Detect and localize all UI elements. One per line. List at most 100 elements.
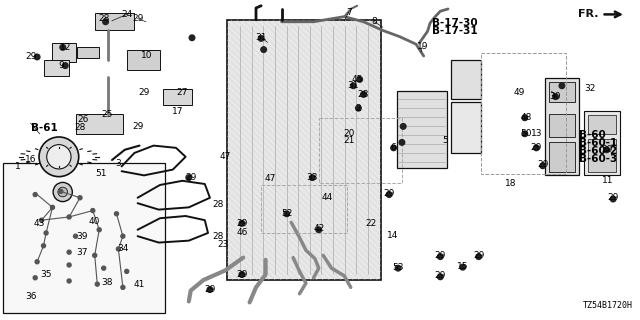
Circle shape [121, 234, 125, 238]
Circle shape [67, 250, 71, 254]
Text: 28: 28 [98, 14, 109, 23]
Text: 29: 29 [185, 173, 196, 182]
Text: 29: 29 [607, 193, 619, 202]
Text: 29: 29 [204, 285, 216, 294]
Bar [549, 82, 575, 102]
Circle shape [58, 187, 68, 197]
Text: 29: 29 [435, 251, 446, 260]
Circle shape [553, 94, 558, 100]
Circle shape [53, 182, 72, 202]
Circle shape [67, 279, 71, 283]
Text: 19: 19 [417, 42, 428, 51]
Text: 39: 39 [76, 232, 88, 241]
Circle shape [125, 269, 129, 273]
Text: 34: 34 [117, 244, 129, 253]
Text: 32: 32 [584, 84, 596, 93]
Circle shape [611, 196, 616, 202]
Circle shape [401, 124, 406, 129]
Text: TZ54B1720H: TZ54B1720H [582, 301, 632, 310]
Text: FR.: FR. [578, 9, 598, 20]
Text: 45: 45 [351, 75, 363, 84]
Text: 23: 23 [217, 240, 228, 249]
Text: 26: 26 [77, 116, 89, 124]
Bar [549, 114, 575, 137]
Text: 20: 20 [343, 129, 355, 138]
Text: 6: 6 [391, 143, 396, 152]
Text: 22: 22 [365, 219, 377, 228]
Text: 27: 27 [177, 88, 188, 97]
Text: 29: 29 [473, 251, 484, 260]
Circle shape [361, 92, 366, 97]
Circle shape [93, 253, 97, 257]
Text: B-60: B-60 [579, 130, 606, 140]
Circle shape [33, 193, 37, 196]
Circle shape [351, 83, 356, 89]
Circle shape [63, 63, 68, 68]
Text: 48: 48 [520, 113, 532, 122]
Text: 29: 29 [25, 52, 36, 61]
Circle shape [59, 189, 63, 193]
Text: 44: 44 [322, 193, 333, 202]
Circle shape [559, 83, 564, 89]
Text: 28: 28 [212, 232, 223, 241]
Bar [44, 60, 69, 76]
Circle shape [476, 254, 481, 260]
Text: 29: 29 [132, 14, 143, 23]
Circle shape [534, 145, 539, 151]
Circle shape [121, 285, 125, 289]
Text: 29: 29 [132, 122, 143, 131]
Circle shape [604, 147, 609, 153]
Circle shape [356, 105, 361, 111]
Text: 29: 29 [236, 270, 248, 279]
Bar [397, 91, 447, 168]
Circle shape [67, 263, 71, 267]
Circle shape [91, 209, 95, 212]
Text: 31: 31 [255, 33, 267, 42]
Text: 29: 29 [531, 143, 542, 152]
Text: 14: 14 [387, 231, 398, 240]
Circle shape [186, 175, 191, 180]
Text: 7: 7 [346, 8, 351, 17]
Text: 40: 40 [89, 217, 100, 226]
Circle shape [35, 260, 39, 264]
Text: 11: 11 [602, 176, 614, 185]
Circle shape [44, 231, 48, 235]
Circle shape [97, 228, 101, 232]
Bar [481, 53, 566, 174]
Circle shape [438, 254, 443, 260]
Circle shape [35, 54, 40, 60]
Bar [549, 142, 575, 172]
Text: 33: 33 [307, 173, 318, 182]
Text: B-60-3: B-60-3 [579, 154, 618, 164]
Circle shape [116, 247, 120, 251]
Circle shape [78, 196, 82, 200]
Circle shape [261, 47, 266, 52]
Circle shape [103, 19, 108, 25]
Text: 29: 29 [138, 88, 150, 97]
Circle shape [391, 145, 396, 151]
Circle shape [189, 35, 195, 41]
Text: 16: 16 [25, 155, 36, 164]
Text: 9: 9 [58, 61, 63, 70]
Text: 18: 18 [505, 180, 516, 188]
Text: 30: 30 [550, 92, 561, 101]
Text: 29: 29 [601, 145, 612, 154]
Circle shape [115, 212, 118, 216]
Text: 36: 36 [25, 292, 36, 301]
Text: 8: 8 [372, 17, 377, 26]
Text: 49: 49 [514, 88, 525, 97]
Text: 42: 42 [313, 224, 324, 233]
Circle shape [316, 227, 321, 233]
Text: B-17-31: B-17-31 [432, 26, 477, 36]
Bar [261, 185, 347, 233]
Circle shape [284, 211, 289, 217]
Text: 24: 24 [121, 10, 132, 19]
Bar [584, 111, 620, 175]
Circle shape [33, 276, 37, 280]
Bar [163, 89, 192, 105]
Bar [95, 13, 134, 30]
Text: 21: 21 [343, 136, 355, 145]
Text: 50: 50 [520, 129, 532, 138]
Text: 47: 47 [220, 152, 231, 161]
Text: 52: 52 [281, 209, 292, 218]
